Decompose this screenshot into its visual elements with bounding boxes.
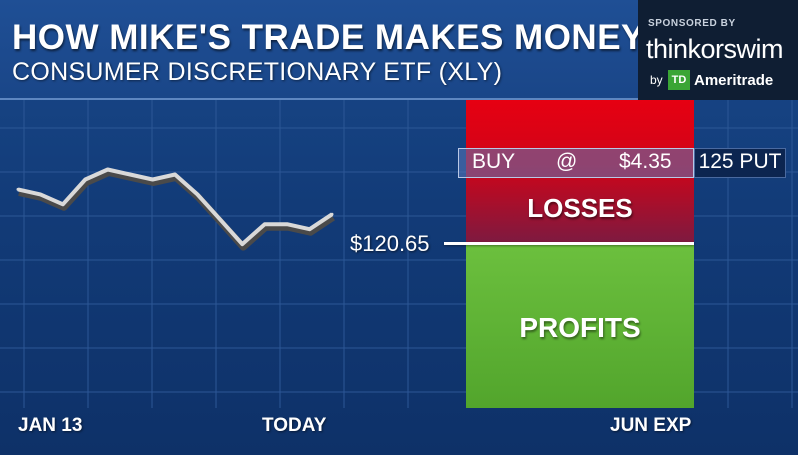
losses-zone-label: LOSSES	[527, 193, 633, 223]
trade-banner	[458, 148, 694, 178]
series-point	[330, 212, 334, 216]
series-point	[128, 173, 132, 176]
reference-price-label: $120.65	[350, 231, 430, 256]
sponsor-brand: thinkorswim	[646, 34, 784, 64]
series-point	[285, 222, 289, 226]
series-point	[106, 168, 110, 171]
price-series	[16, 167, 335, 251]
sponsor-box: SPONSORED BY thinkorswim by TD Ameritrad…	[638, 0, 798, 100]
x-tick-label-start: JAN 13	[18, 415, 83, 436]
series-point	[83, 178, 87, 181]
sponsor-label: SPONSORED BY	[648, 18, 736, 29]
profits-zone-label: PROFITS	[519, 312, 641, 343]
trade-contract-box	[694, 148, 786, 178]
sponsor-company: Ameritrade	[694, 72, 774, 89]
series-point	[218, 217, 222, 221]
x-tick-label-expiry: JUN EXP	[610, 415, 692, 436]
series-point	[263, 222, 267, 226]
trade-contract: 125 PUT	[698, 150, 782, 173]
series-point	[61, 202, 65, 206]
series-point	[151, 178, 155, 181]
trade-price: $4.35	[619, 150, 672, 173]
trade-at-symbol: @	[556, 150, 578, 173]
sponsor-by: by	[650, 73, 663, 87]
series-point	[16, 187, 20, 191]
page-subtitle: CONSUMER DISCRETIONARY ETF (XLY)	[12, 58, 503, 86]
td-logo-icon: TD	[668, 70, 690, 90]
series-point	[173, 173, 177, 176]
reference-price-line	[444, 242, 694, 245]
series-line-shadow	[18, 169, 335, 251]
series-point	[195, 192, 199, 196]
header-bar: HOW MIKE'S TRADE MAKES MONEY CONSUMER DI…	[0, 0, 798, 100]
series-point	[38, 192, 42, 196]
series-point	[308, 227, 312, 231]
page-title: HOW MIKE'S TRADE MAKES MONEY	[12, 18, 645, 57]
series-point	[240, 242, 244, 246]
x-tick-label-today: TODAY	[262, 415, 327, 436]
profits-zone	[466, 243, 694, 408]
trade-action: BUY	[472, 150, 516, 173]
